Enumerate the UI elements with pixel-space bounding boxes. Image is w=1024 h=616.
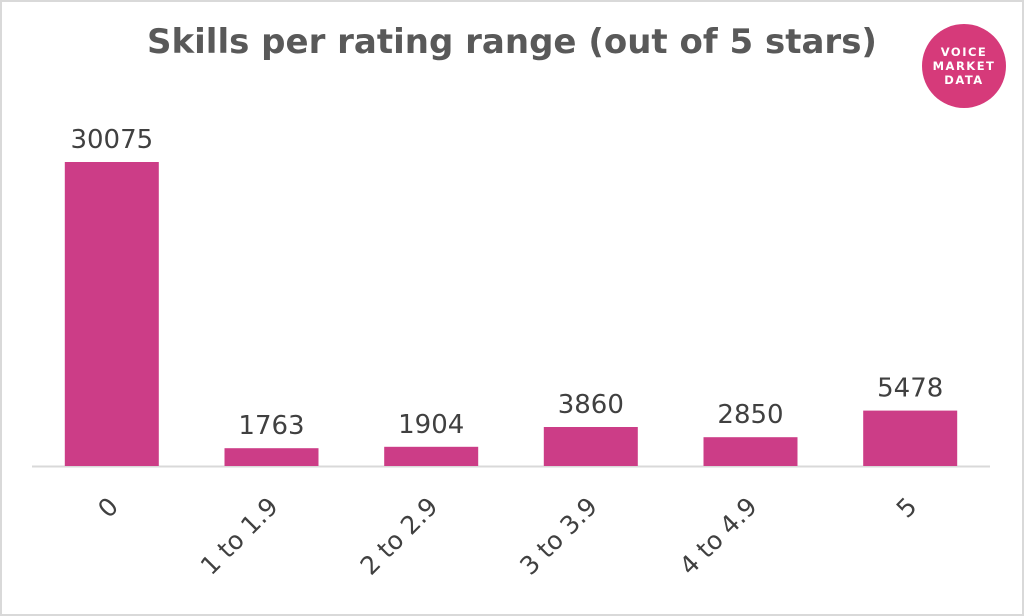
chart-title: Skills per rating range (out of 5 stars)	[147, 22, 877, 62]
logo-line-1: VOICE	[940, 45, 988, 59]
logo-line-2: MARKET	[932, 59, 996, 73]
x-tick-label-3: 3 to 3.9	[514, 492, 603, 581]
x-tick-label-2: 2 to 2.9	[355, 492, 444, 581]
bar-2	[384, 446, 479, 466]
logo-line-3: DATA	[944, 73, 984, 87]
voice-market-data-logo: VOICE MARKET DATA	[922, 24, 1006, 108]
bar-4	[703, 437, 798, 466]
x-tick-label-1: 1 to 1.9	[195, 492, 284, 581]
x-tick-label-5: 5	[891, 492, 923, 524]
data-label-1: 1763	[238, 411, 304, 441]
bar-3	[543, 427, 638, 466]
data-label-5: 5478	[877, 374, 943, 404]
data-label-2: 1904	[398, 410, 464, 440]
data-label-4: 2850	[717, 400, 783, 430]
x-tick-label-4: 4 to 4.9	[674, 492, 763, 581]
x-tick-label-0: 0	[92, 492, 124, 524]
data-label-0: 30075	[70, 125, 153, 155]
bar-0	[64, 162, 159, 466]
data-label-3: 3860	[558, 390, 624, 420]
bar-5	[863, 410, 958, 466]
bar-1	[224, 448, 319, 466]
